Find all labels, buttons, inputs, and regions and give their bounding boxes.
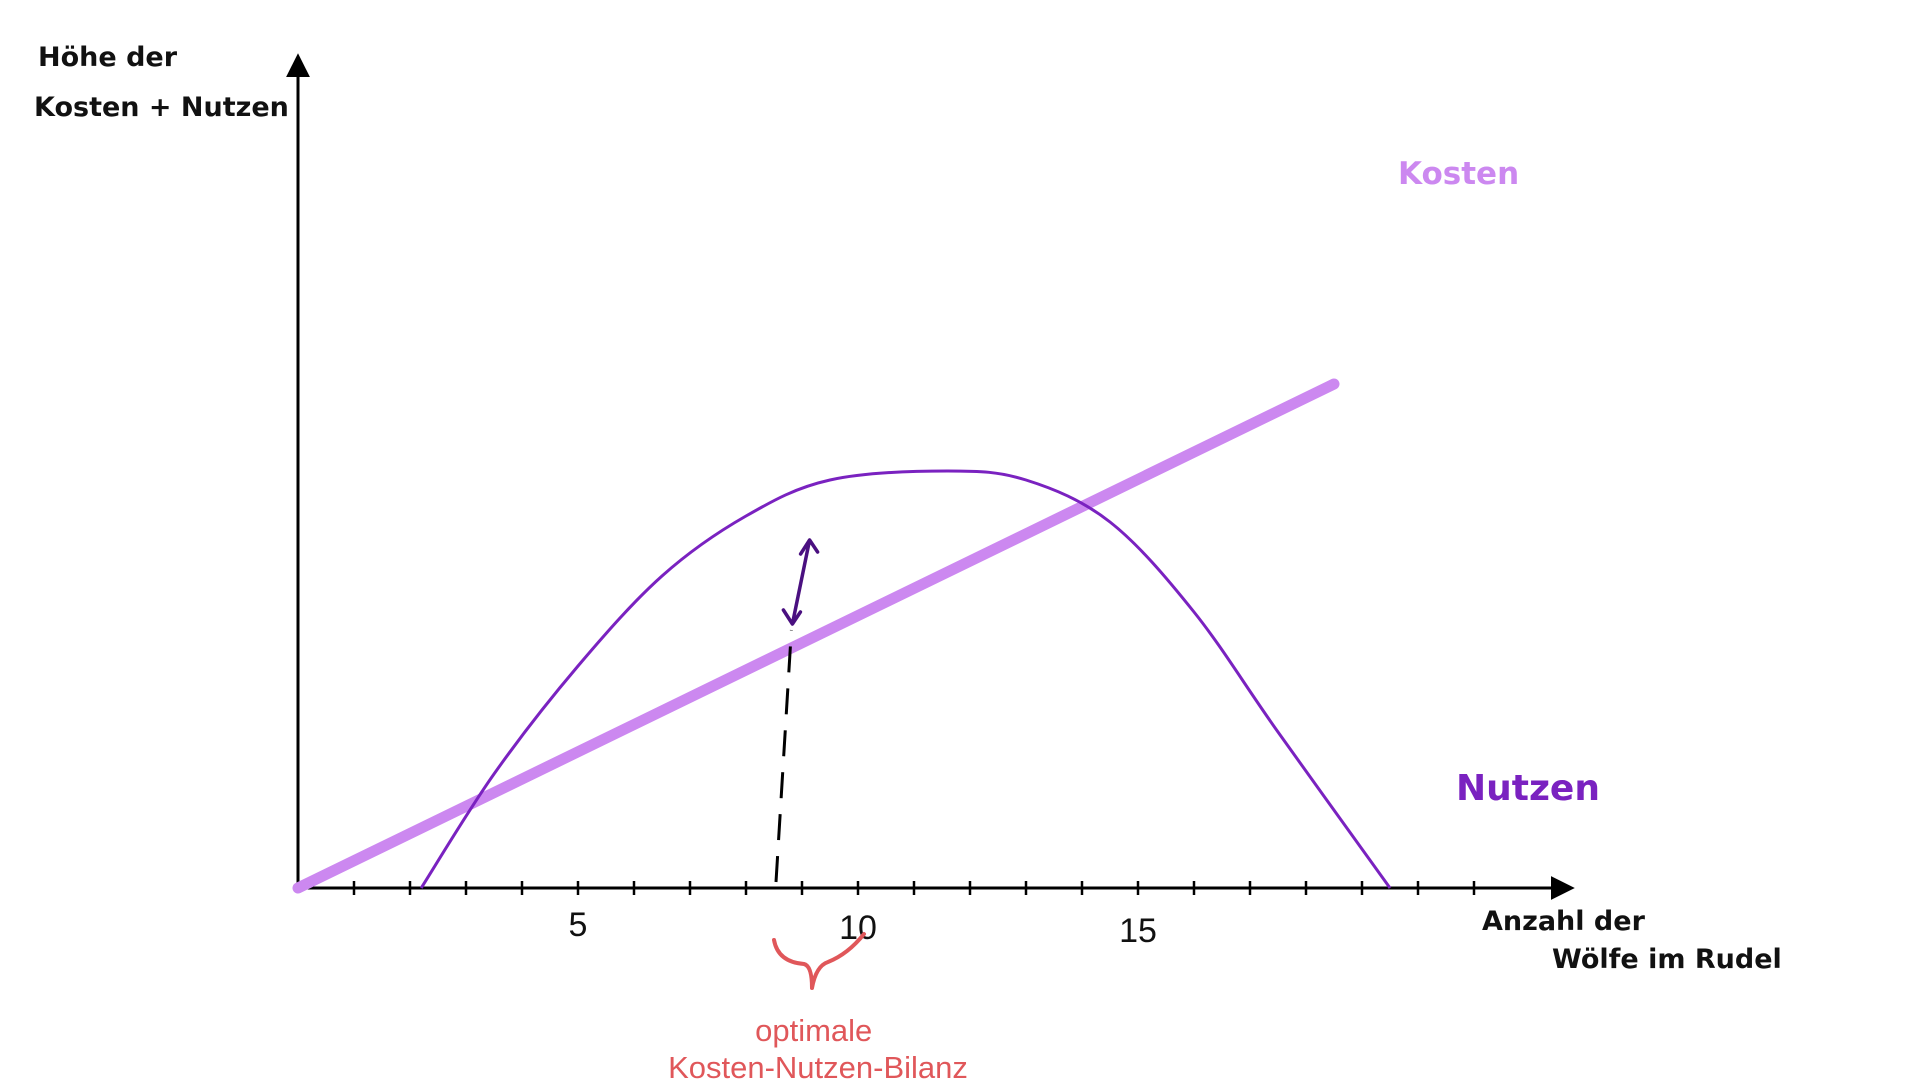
series-nutzen-label: Nutzen [1456, 768, 1600, 809]
difference-double-arrow [781, 538, 820, 626]
series-kosten-label: Kosten [1398, 156, 1519, 192]
series-nutzen-curve [419, 469, 1392, 889]
optimum-label-line-2: Kosten-Nutzen-Bilanz [668, 1050, 968, 1080]
y-axis-label: Höhe der Kosten + Nutzen [34, 42, 289, 123]
x-axis-tick-labels: 5 10 15 [569, 906, 1157, 950]
y-axis-label-line-2: Kosten + Nutzen [34, 92, 289, 123]
x-tick-label: 15 [1119, 912, 1157, 950]
x-axis-label: Anzahl der Wölfe im Rudel [1482, 906, 1782, 975]
difference-arrow-head [798, 538, 820, 556]
optimum-dashed-line [774, 629, 793, 883]
y-axis-label-line-1: Höhe der [38, 42, 178, 73]
optimum-label-line-1: optimale [755, 1013, 872, 1048]
optimum-brace [772, 932, 866, 990]
difference-arrow-shaft [790, 539, 812, 625]
x-axis-label-line-2: Wölfe im Rudel [1552, 944, 1782, 975]
optimum-label: optimale Kosten-Nutzen-Bilanz [668, 1013, 968, 1080]
x-tick-label: 5 [569, 906, 588, 944]
x-axis-minor-ticks [352, 881, 1476, 895]
x-axis-label-line-1: Anzahl der [1482, 906, 1646, 937]
series-kosten-line [292, 378, 1340, 894]
difference-arrow-head [781, 608, 803, 626]
